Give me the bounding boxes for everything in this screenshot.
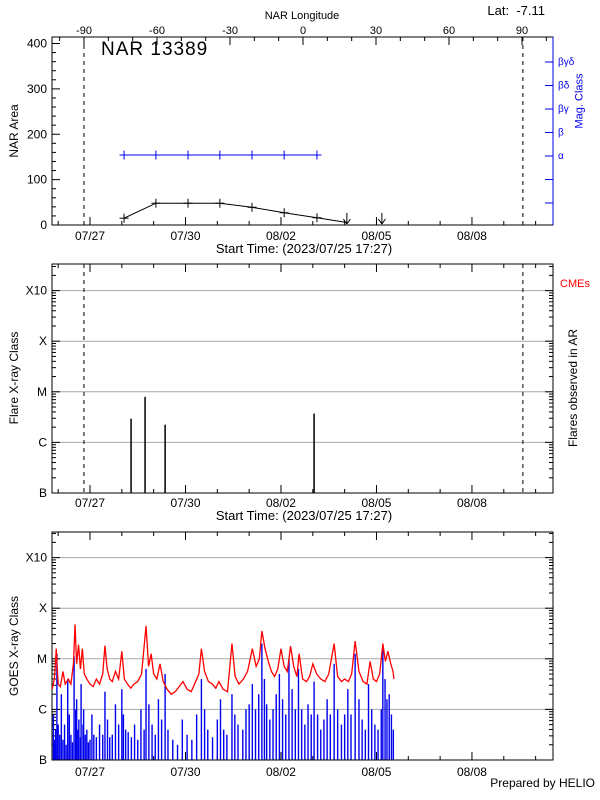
svg-text:-90: -90	[76, 25, 92, 37]
goes-long-line	[51, 624, 395, 696]
svg-text:-30: -30	[222, 25, 238, 37]
panel-title: NAR 13389	[101, 39, 209, 60]
flares-panel: B C M X X10 07/27 07/30 08/02 08/05 08/08	[26, 263, 554, 510]
flare-log-axis: B C M X X10	[26, 265, 553, 500]
svg-text:C: C	[38, 435, 47, 449]
svg-text:08/08: 08/08	[457, 765, 487, 779]
svg-text:07/27: 07/27	[75, 765, 105, 779]
svg-text:30: 30	[370, 25, 382, 37]
svg-text:08/05: 08/05	[361, 229, 391, 243]
flare-bars	[130, 396, 315, 493]
nar-area-line	[119, 198, 347, 223]
svg-text:M: M	[37, 385, 47, 399]
goes-date-axis: 07/27 07/30 08/02 08/05 08/08	[57, 532, 537, 779]
svg-text:β: β	[558, 128, 564, 139]
latitude-annotation: Lat: -7.11	[487, 3, 545, 18]
svg-text:C: C	[38, 702, 47, 716]
svg-text:07/30: 07/30	[170, 496, 200, 510]
svg-text:400: 400	[27, 37, 47, 51]
nar-area-y-axis: 0 100 200 300 400	[27, 37, 60, 232]
longitude-axis: -90 -60 -30 0 30 60 90	[59, 25, 547, 45]
prepared-by-credit: Prepared by HELIO	[490, 776, 595, 790]
svg-text:08/05: 08/05	[361, 496, 391, 510]
nar-area-date-axis: 07/27 07/30 08/02 08/05 08/08	[57, 217, 537, 243]
svg-text:200: 200	[27, 127, 47, 141]
svg-text:08/02: 08/02	[266, 229, 296, 243]
svg-text:07/30: 07/30	[170, 229, 200, 243]
svg-text:βδ: βδ	[558, 81, 570, 92]
y-axis-label-goes-class: GOES X-ray Class	[7, 595, 21, 697]
goes-panel: B C M X X10 07/27 07/30 08/02 08/05 08/08	[26, 531, 554, 779]
limb-crossing-dashes	[83, 37, 524, 225]
svg-text:X: X	[39, 601, 47, 615]
limb-crossing-dashes-2	[83, 264, 524, 493]
y-axis-label-nar-area: NAR Area	[7, 104, 21, 158]
start-time-label-2: Start Time: (2023/07/25 17:27)	[215, 508, 393, 523]
svg-text:90: 90	[516, 25, 528, 37]
svg-text:100: 100	[27, 173, 47, 187]
start-time-label-1: Start Time: (2023/07/25 17:27)	[215, 241, 393, 256]
svg-text:07/27: 07/27	[75, 229, 105, 243]
goes-short-spikes	[52, 643, 395, 760]
svg-text:-60: -60	[149, 25, 165, 37]
svg-text:0: 0	[40, 218, 47, 232]
goes-log-axis: B C M X X10	[26, 532, 553, 767]
svg-text:B: B	[39, 486, 47, 500]
right-label-flares-observed: Flares observed in AR	[566, 328, 580, 448]
svg-text:α: α	[558, 151, 564, 162]
svg-text:08/02: 08/02	[266, 765, 296, 779]
mag-class-line	[119, 150, 322, 160]
svg-text:08/08: 08/08	[457, 229, 487, 243]
svg-text:βγδ: βγδ	[558, 57, 575, 68]
svg-text:07/27: 07/27	[75, 496, 105, 510]
mag-class-axis: βγδ βδ βγ β α	[545, 37, 575, 225]
y-axis-label-flare-class: Flare X-ray Class	[7, 331, 21, 425]
svg-text:B: B	[39, 753, 47, 767]
svg-text:0: 0	[300, 25, 306, 37]
svg-text:X: X	[39, 334, 47, 348]
svg-text:300: 300	[27, 82, 47, 96]
svg-text:60: 60	[443, 25, 455, 37]
top-axis-title: NAR Longitude	[264, 10, 340, 22]
svg-text:X10: X10	[26, 551, 48, 565]
right-axis-label-mag-class: Mag. Class	[573, 73, 586, 129]
svg-text:08/02: 08/02	[266, 496, 296, 510]
svg-text:08/05: 08/05	[361, 765, 391, 779]
svg-text:βγ: βγ	[558, 104, 569, 115]
svg-text:07/30: 07/30	[170, 765, 200, 779]
svg-text:M: M	[37, 652, 47, 666]
cmes-label: CMEs	[560, 278, 590, 290]
svg-text:08/08: 08/08	[457, 496, 487, 510]
svg-text:X10: X10	[26, 284, 48, 298]
flare-date-axis: 07/27 07/30 08/02 08/05 08/08	[57, 264, 537, 510]
area-upper-limit-arrows	[342, 213, 386, 225]
